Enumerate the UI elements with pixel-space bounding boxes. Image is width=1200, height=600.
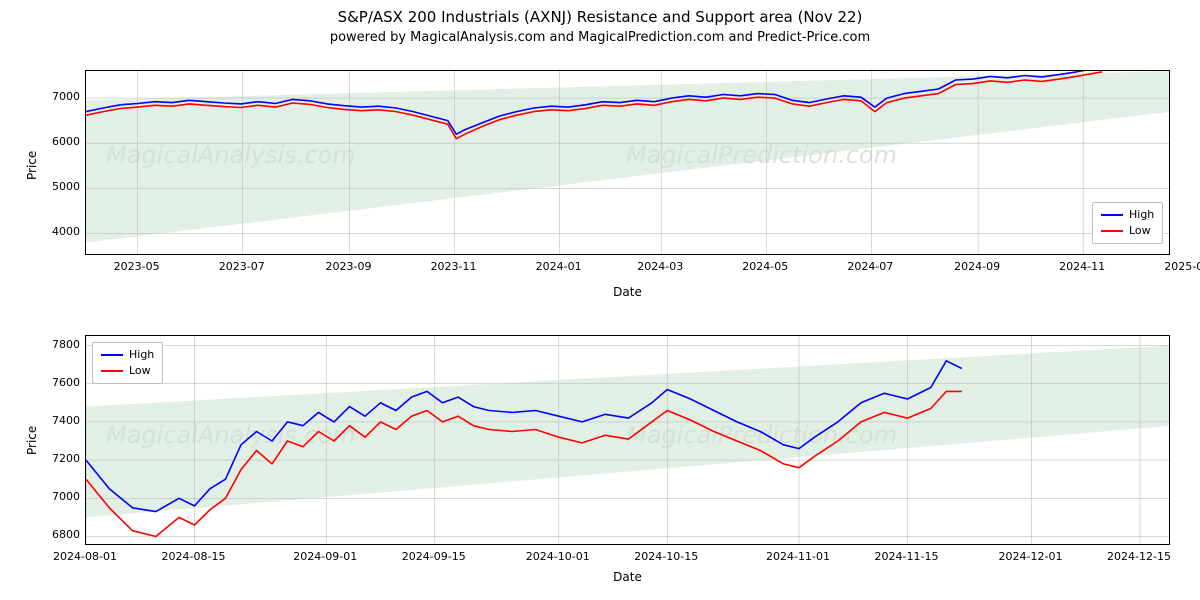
x-tick-label: 2024-09-15 <box>394 550 474 563</box>
legend-item-low: Low <box>1101 223 1154 239</box>
top-chart-plot-area: MagicalAnalysis.com MagicalPrediction.co… <box>85 70 1170 255</box>
bottom-chart-legend: High Low <box>92 342 163 384</box>
x-tick-label: 2024-08-01 <box>45 550 125 563</box>
x-tick-label: 2024-10-15 <box>626 550 706 563</box>
top-chart-ylabel: Price <box>25 151 39 180</box>
x-tick-label: 2024-09-01 <box>285 550 365 563</box>
legend-swatch <box>1101 230 1123 232</box>
y-tick-label: 6800 <box>30 528 80 541</box>
y-tick-label: 7000 <box>30 90 80 103</box>
y-tick-label: 7800 <box>30 338 80 351</box>
y-tick-label: 7200 <box>30 452 80 465</box>
x-tick-label: 2024-05 <box>725 260 805 273</box>
x-tick-label: 2024-03 <box>620 260 700 273</box>
x-tick-label: 2024-11 <box>1042 260 1122 273</box>
y-tick-label: 5000 <box>30 180 80 193</box>
bottom-chart-svg <box>86 336 1170 545</box>
legend-label: Low <box>1129 223 1151 239</box>
bottom-chart-xlabel: Date <box>85 570 1170 584</box>
x-tick-label: 2023-11 <box>414 260 494 273</box>
legend-item-low: Low <box>101 363 154 379</box>
x-tick-label: 2024-12-01 <box>991 550 1071 563</box>
legend-swatch <box>1101 214 1123 216</box>
x-tick-label: 2024-11-01 <box>758 550 838 563</box>
x-tick-label: 2024-01 <box>519 260 599 273</box>
chart-subtitle: powered by MagicalAnalysis.com and Magic… <box>0 30 1200 45</box>
top-chart-xlabel: Date <box>85 285 1170 299</box>
y-tick-label: 7000 <box>30 490 80 503</box>
legend-item-high: High <box>101 347 154 363</box>
x-tick-label: 2024-10-01 <box>518 550 598 563</box>
x-tick-label: 2023-09 <box>309 260 389 273</box>
legend-swatch <box>101 370 123 372</box>
x-tick-label: 2023-07 <box>202 260 282 273</box>
x-tick-label: 2024-12-15 <box>1099 550 1179 563</box>
x-tick-label: 2023-05 <box>97 260 177 273</box>
bottom-chart-ylabel: Price <box>25 426 39 455</box>
y-tick-label: 7400 <box>30 414 80 427</box>
x-tick-label: 2024-11-15 <box>867 550 947 563</box>
x-tick-label: 2024-07 <box>830 260 910 273</box>
legend-label: High <box>1129 207 1154 223</box>
top-chart-svg <box>86 71 1170 255</box>
bottom-chart-plot-area: MagicalAnalysis.com MagicalPrediction.co… <box>85 335 1170 545</box>
legend-label: Low <box>129 363 151 379</box>
y-tick-label: 4000 <box>30 225 80 238</box>
legend-item-high: High <box>1101 207 1154 223</box>
chart-title: S&P/ASX 200 Industrials (AXNJ) Resistanc… <box>0 8 1200 26</box>
top-chart-legend: High Low <box>1092 202 1163 244</box>
page: { "title": "S&P/ASX 200 Industrials (AXN… <box>0 0 1200 600</box>
y-tick-label: 6000 <box>30 135 80 148</box>
x-tick-label: 2024-09 <box>937 260 1017 273</box>
legend-label: High <box>129 347 154 363</box>
x-tick-label: 2024-08-15 <box>154 550 234 563</box>
y-tick-label: 7600 <box>30 376 80 389</box>
x-tick-label: 2025-01 <box>1147 260 1200 273</box>
legend-swatch <box>101 354 123 356</box>
